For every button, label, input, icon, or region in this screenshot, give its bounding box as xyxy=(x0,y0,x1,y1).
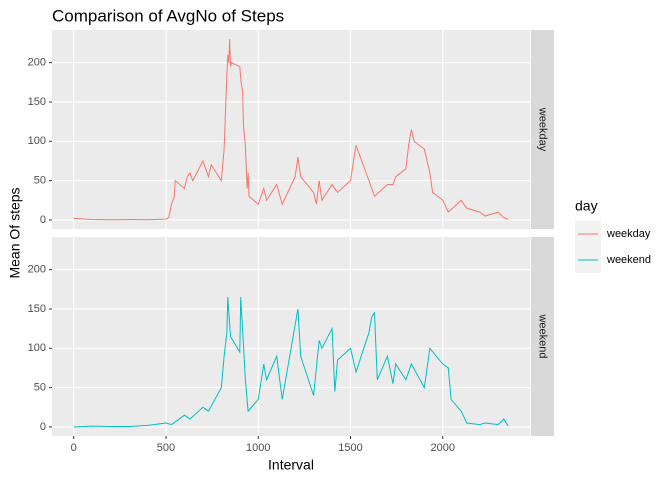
x-tick-label: 1000 xyxy=(246,442,270,454)
x-tick-label: 500 xyxy=(157,442,175,454)
legend-label: weekday xyxy=(606,228,651,240)
y-tick-label: 100 xyxy=(28,342,46,354)
chart-title: Comparison of AvgNo of Steps xyxy=(52,6,284,25)
facet-strip-label: weekend xyxy=(537,313,549,358)
facet-strip xyxy=(531,30,554,229)
x-tick-label: 1500 xyxy=(338,442,362,454)
x-tick-label: 2000 xyxy=(431,442,455,454)
y-tick-label: 0 xyxy=(40,214,46,226)
y-tick-label: 0 xyxy=(40,421,46,433)
legend-label: weekend xyxy=(606,254,651,266)
y-tick-label: 50 xyxy=(34,382,46,394)
data-line xyxy=(73,39,509,221)
y-tick-label: 50 xyxy=(34,175,46,187)
data-line xyxy=(73,297,509,428)
y-axis-label: Mean Of steps xyxy=(7,187,23,278)
legend-title: day xyxy=(575,198,598,214)
x-axis-label: Interval xyxy=(268,457,314,473)
y-tick-label: 150 xyxy=(28,96,46,108)
facet-strip-label: weekday xyxy=(537,107,549,152)
x-tick-label: 0 xyxy=(71,442,77,454)
panel-background xyxy=(52,237,530,436)
y-tick-label: 100 xyxy=(28,135,46,147)
facet-strip xyxy=(531,237,554,436)
panel-background xyxy=(52,30,530,229)
y-tick-label: 200 xyxy=(28,264,46,276)
y-tick-label: 150 xyxy=(28,303,46,315)
y-tick-label: 200 xyxy=(28,57,46,69)
